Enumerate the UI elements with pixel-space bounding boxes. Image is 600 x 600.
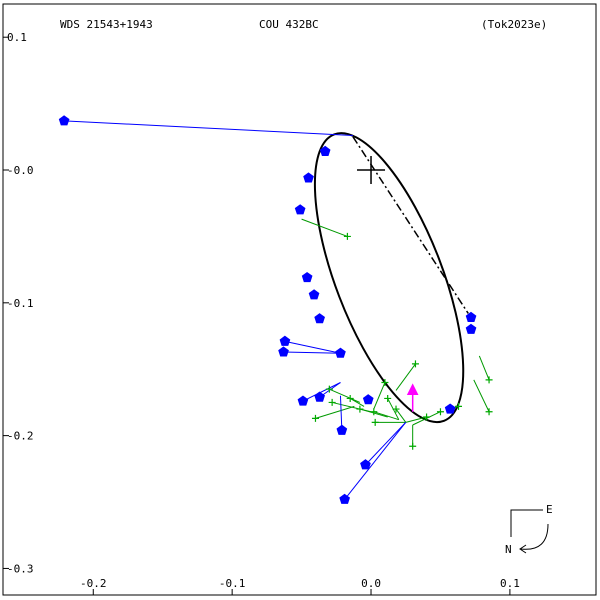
green-observation-marker: [409, 442, 417, 450]
green-observation-marker: [436, 408, 444, 416]
blue-observation-marker: [360, 459, 371, 470]
plot-frame: [2, 3, 597, 596]
green-observation-marker: [346, 394, 354, 402]
y-tick-label: -0.3: [7, 562, 34, 575]
primary-star-marker: [357, 156, 386, 185]
orbit-reference: (Tok2023e): [481, 18, 547, 31]
green-observation-marker: [485, 376, 493, 384]
green-observation-marker: [485, 408, 493, 416]
blue-observation-marker: [58, 115, 70, 126]
green-residual-line: [349, 398, 365, 407]
x-tick-label: 0.0: [361, 577, 381, 590]
blue-observation-marker: [308, 289, 320, 300]
green-observation-marker: [325, 385, 333, 393]
compass-arrowhead: [519, 544, 527, 554]
highlight-observation-marker: [406, 383, 419, 395]
y-tick-label: 0.1: [7, 31, 27, 44]
green-residual-line: [315, 405, 355, 419]
blue-observation-marker: [279, 335, 291, 346]
green-residual-line: [373, 411, 399, 421]
blue-observation-marker: [465, 323, 477, 334]
green-residual-line: [329, 388, 361, 403]
y-axis-ticks: 0.1 -0.0 -0.1 -0.2 -0.3: [3, 31, 34, 575]
green-observation-marker: [343, 232, 351, 240]
green-observation-marker: [328, 398, 336, 406]
line-of-apsides: [352, 136, 469, 314]
x-axis-ticks: -0.2 -0.1 0.0 0.1: [80, 577, 520, 595]
blue-observation-marker: [314, 313, 325, 324]
blue-residual-line: [365, 422, 407, 466]
green-residual-line: [301, 218, 348, 237]
blue-residual-line: [64, 120, 353, 136]
green-observation-marker: [384, 394, 392, 402]
green-residual-line: [478, 355, 490, 381]
blue-observation-marker: [301, 271, 313, 283]
green-observation-marker: [423, 413, 431, 421]
blue-observation-marker: [303, 172, 314, 183]
blue-observation-marker: [339, 493, 350, 504]
green-observation-marker: [411, 360, 419, 368]
compass: E N: [505, 503, 553, 556]
green-residual-line: [473, 379, 490, 412]
blue-observation-marker: [294, 204, 306, 215]
y-tick-label: -0.0: [7, 164, 34, 177]
pair-name: COU 432BC: [259, 18, 319, 31]
y-tick-label: -0.2: [7, 430, 34, 443]
blue-observation-marker: [444, 403, 456, 414]
x-tick-label: -0.1: [219, 577, 246, 590]
blue-observation-marker: [336, 424, 348, 435]
y-tick-label: -0.1: [7, 297, 34, 310]
blue-observation-marker: [297, 395, 309, 406]
blue-observation-marker: [319, 145, 331, 156]
compass-arrow: [520, 523, 549, 550]
compass-north-label: N: [505, 543, 512, 556]
blue-observation-marker: [278, 346, 289, 357]
x-tick-label: -0.2: [80, 577, 107, 590]
green-residual-line: [405, 416, 427, 423]
green-observation-marker: [370, 408, 378, 416]
star-designation: WDS 21543+1943: [60, 18, 153, 31]
blue-observation-marker: [362, 394, 374, 405]
green-residual-line: [395, 408, 407, 423]
green-residual-line: [373, 382, 386, 410]
blue-observation-marker: [314, 391, 325, 402]
marker-layer: [58, 115, 493, 504]
blue-residual-line: [344, 422, 407, 500]
blue-residual-line: [283, 351, 341, 354]
residual-layer: [64, 120, 490, 500]
green-observation-marker: [311, 414, 319, 422]
green-residual-line: [395, 363, 416, 391]
green-observation-marker: [455, 402, 463, 410]
blue-observation-marker: [465, 311, 477, 322]
blue-observation-marker: [335, 347, 346, 358]
blue-residual-line: [284, 340, 341, 354]
compass-east-label: E: [546, 503, 553, 516]
green-observation-marker: [371, 418, 379, 426]
green-observation-marker: [356, 405, 364, 413]
x-tick-label: 0.1: [500, 577, 520, 590]
green-residual-line: [332, 401, 372, 413]
compass-axes: [510, 509, 543, 537]
green-observation-marker: [381, 379, 389, 387]
blue-residual-line: [339, 395, 343, 431]
blue-residual-line: [302, 382, 341, 402]
green-observation-marker: [392, 405, 400, 413]
